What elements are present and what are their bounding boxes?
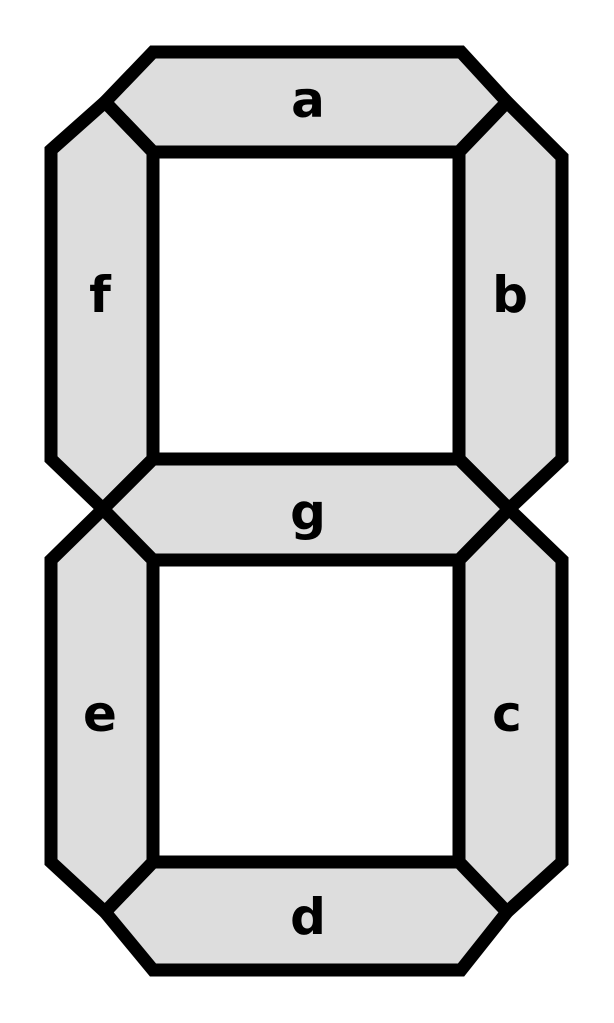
segment-e-label: e bbox=[83, 685, 117, 743]
segment-a-label: a bbox=[291, 71, 325, 129]
segment-f-label: f bbox=[89, 266, 112, 324]
segment-g-label: g bbox=[290, 483, 326, 541]
segment-b-label: b bbox=[492, 266, 528, 324]
segment-g bbox=[93, 452, 519, 567]
segment-labels: a b c d e f g bbox=[83, 71, 528, 946]
segment-shapes bbox=[44, 45, 569, 977]
segment-d-label: d bbox=[290, 888, 326, 946]
segment-c-label: c bbox=[492, 685, 522, 743]
